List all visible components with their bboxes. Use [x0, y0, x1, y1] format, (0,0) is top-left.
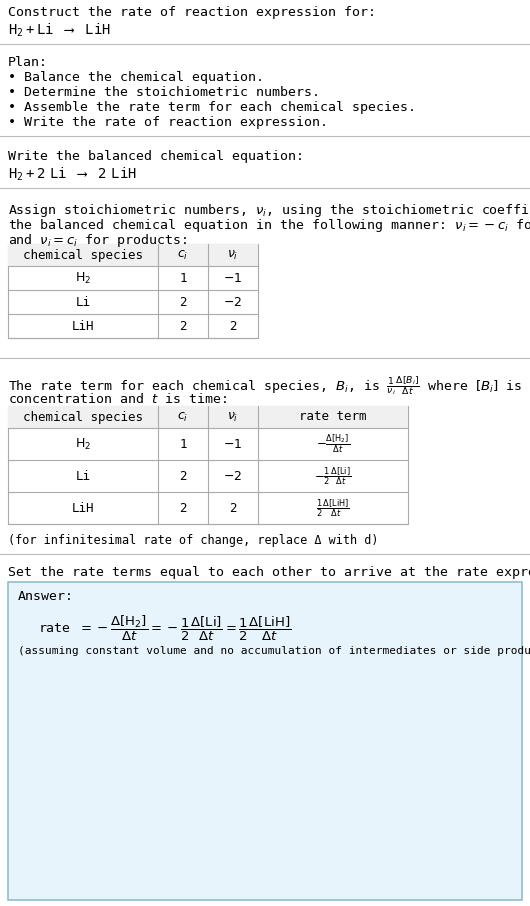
Text: 2: 2 — [179, 469, 187, 483]
Text: $-1$: $-1$ — [223, 272, 243, 284]
Text: Plan:: Plan: — [8, 56, 48, 69]
Text: chemical species: chemical species — [23, 248, 143, 262]
Text: $\nu_i$: $\nu_i$ — [227, 410, 238, 423]
Text: 2: 2 — [179, 502, 187, 515]
Text: $c_i$: $c_i$ — [178, 248, 189, 262]
Text: • Balance the chemical equation.: • Balance the chemical equation. — [8, 71, 264, 84]
Text: $-2$: $-2$ — [224, 469, 243, 483]
Text: 1: 1 — [179, 272, 187, 284]
Text: $-1$: $-1$ — [223, 438, 243, 450]
Text: Answer:: Answer: — [18, 590, 74, 603]
Text: LiH: LiH — [72, 502, 94, 515]
Text: Li: Li — [75, 295, 91, 309]
Text: 2: 2 — [179, 320, 187, 333]
Text: Write the balanced chemical equation:: Write the balanced chemical equation: — [8, 150, 304, 163]
Text: $\frac{1}{2}\frac{\Delta[\mathrm{LiH}]}{\Delta t}$: $\frac{1}{2}\frac{\Delta[\mathrm{LiH}]}{… — [316, 497, 350, 519]
Bar — [8, 406, 408, 428]
Text: 2: 2 — [229, 502, 237, 515]
Text: • Determine the stoichiometric numbers.: • Determine the stoichiometric numbers. — [8, 86, 320, 99]
Text: 2: 2 — [179, 295, 187, 309]
Text: chemical species: chemical species — [23, 410, 143, 423]
Text: LiH: LiH — [72, 320, 94, 333]
Text: The rate term for each chemical species, $B_i$, is $\frac{1}{\nu_i}\frac{\Delta[: The rate term for each chemical species,… — [8, 374, 530, 397]
Text: $-2$: $-2$ — [224, 295, 243, 309]
Text: rate $= -\dfrac{\Delta[\mathrm{H_2}]}{\Delta t} = -\dfrac{1}{2}\dfrac{\Delta[\ma: rate $= -\dfrac{\Delta[\mathrm{H_2}]}{\D… — [38, 614, 292, 643]
Text: $-\frac{1}{2}\frac{\Delta[\mathrm{Li}]}{\Delta t}$: $-\frac{1}{2}\frac{\Delta[\mathrm{Li}]}{… — [314, 465, 352, 487]
Text: $\mathtt{H_2}$$\mathtt{{}+Li\ \ \longrightarrow\ \ LiH}$: $\mathtt{H_2}$$\mathtt{{}+Li\ \ \longrig… — [8, 22, 111, 39]
Text: Assign stoichiometric numbers, $\nu_i$, using the stoichiometric coefficients, $: Assign stoichiometric numbers, $\nu_i$, … — [8, 202, 530, 219]
Text: $c_i$: $c_i$ — [178, 410, 189, 423]
Text: (assuming constant volume and no accumulation of intermediates or side products): (assuming constant volume and no accumul… — [18, 646, 530, 656]
Bar — [8, 582, 522, 900]
Text: concentration and $t$ is time:: concentration and $t$ is time: — [8, 392, 227, 406]
Text: (for infinitesimal rate of change, replace Δ with d): (for infinitesimal rate of change, repla… — [8, 534, 378, 547]
Text: 1: 1 — [179, 438, 187, 450]
Text: 2: 2 — [229, 320, 237, 333]
Bar — [8, 244, 258, 266]
Text: • Write the rate of reaction expression.: • Write the rate of reaction expression. — [8, 116, 328, 129]
Text: the balanced chemical equation in the following manner: $\nu_i = -c_i$ for react: the balanced chemical equation in the fo… — [8, 217, 530, 234]
Bar — [8, 244, 258, 338]
Text: Li: Li — [75, 469, 91, 483]
Text: Construct the rate of reaction expression for:: Construct the rate of reaction expressio… — [8, 6, 376, 19]
Text: $\mathrm{H_2}$: $\mathrm{H_2}$ — [75, 271, 91, 285]
Text: • Assemble the rate term for each chemical species.: • Assemble the rate term for each chemic… — [8, 101, 416, 114]
Text: and $\nu_i = c_i$ for products:: and $\nu_i = c_i$ for products: — [8, 232, 187, 249]
Text: rate term: rate term — [299, 410, 367, 423]
Text: $-\frac{\Delta[\mathrm{H_2}]}{\Delta t}$: $-\frac{\Delta[\mathrm{H_2}]}{\Delta t}$ — [316, 433, 350, 455]
Text: $\mathrm{H_2}$: $\mathrm{H_2}$ — [75, 437, 91, 451]
Text: $\mathtt{H_2}$$\mathtt{{}+ 2\ Li\ \ \longrightarrow\ \ 2\ LiH}$: $\mathtt{H_2}$$\mathtt{{}+ 2\ Li\ \ \lon… — [8, 166, 137, 183]
Text: $\nu_i$: $\nu_i$ — [227, 248, 238, 262]
Bar — [8, 406, 408, 524]
Text: Set the rate terms equal to each other to arrive at the rate expression:: Set the rate terms equal to each other t… — [8, 566, 530, 579]
